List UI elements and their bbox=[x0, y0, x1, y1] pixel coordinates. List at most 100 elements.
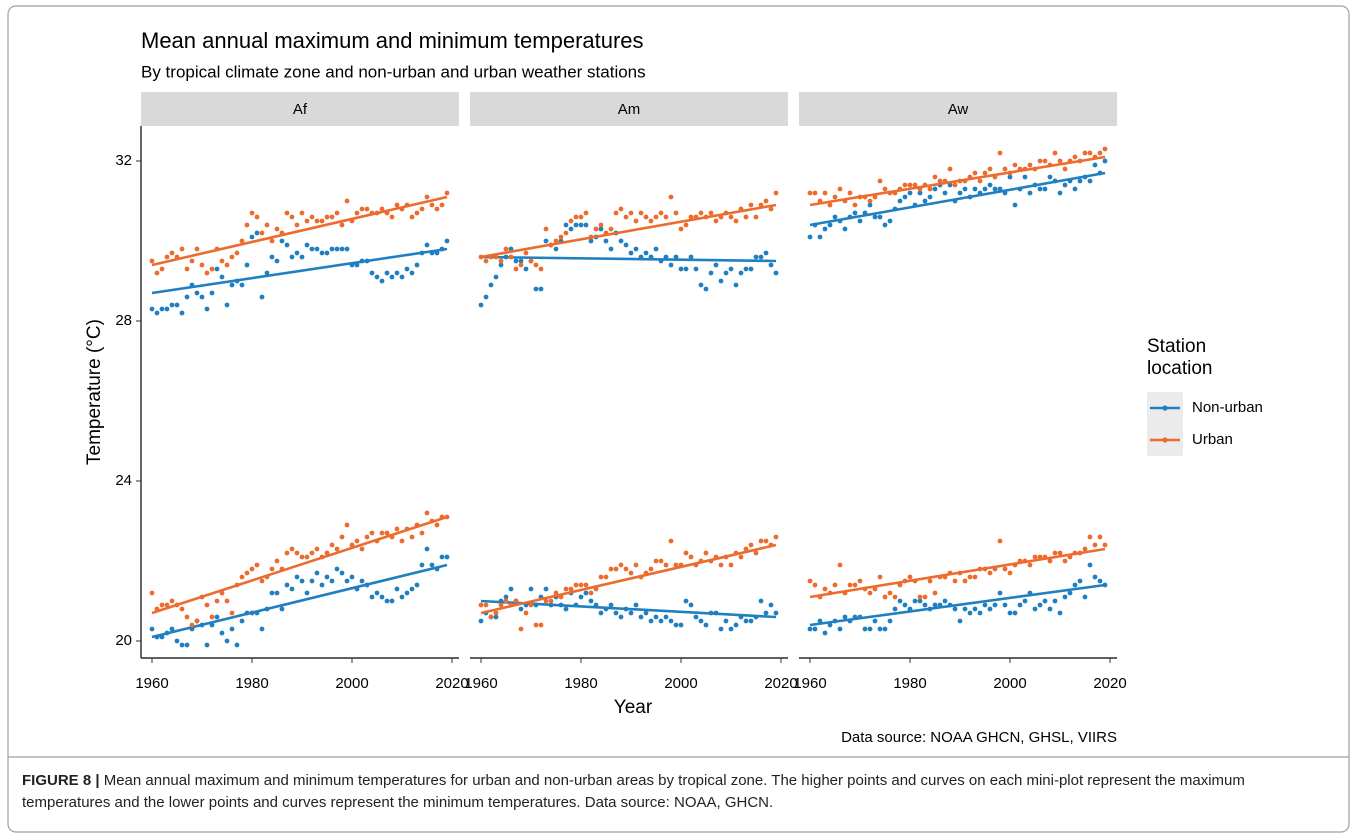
data-point bbox=[309, 578, 315, 584]
data-point bbox=[149, 590, 155, 596]
data-point bbox=[1057, 610, 1063, 616]
data-point bbox=[877, 214, 883, 220]
data-point bbox=[239, 282, 245, 288]
data-point bbox=[399, 594, 405, 600]
data-point bbox=[773, 270, 779, 276]
data-point bbox=[753, 254, 759, 260]
data-point bbox=[1092, 162, 1098, 168]
data-point bbox=[244, 262, 250, 268]
data-point bbox=[379, 278, 385, 284]
data-point bbox=[289, 254, 295, 260]
data-point bbox=[533, 286, 539, 292]
data-point bbox=[214, 266, 220, 272]
data-point bbox=[344, 198, 350, 204]
data-point bbox=[538, 266, 544, 272]
data-point bbox=[658, 618, 664, 624]
data-point bbox=[224, 302, 230, 308]
data-point bbox=[902, 602, 908, 608]
data-point bbox=[219, 274, 225, 280]
data-point bbox=[209, 614, 215, 620]
data-point bbox=[548, 598, 554, 604]
data-point bbox=[887, 590, 893, 596]
data-point bbox=[857, 578, 863, 584]
data-point bbox=[842, 226, 848, 232]
data-point bbox=[987, 606, 993, 612]
data-point bbox=[1087, 178, 1093, 184]
data-point bbox=[394, 270, 400, 276]
data-point bbox=[379, 206, 385, 212]
data-point bbox=[887, 618, 893, 624]
data-point bbox=[882, 186, 888, 192]
data-point bbox=[832, 582, 838, 588]
data-point bbox=[698, 282, 704, 288]
data-point bbox=[279, 606, 285, 612]
data-point bbox=[1072, 154, 1078, 160]
data-point bbox=[917, 190, 923, 196]
data-point bbox=[598, 222, 604, 228]
data-point bbox=[483, 294, 489, 300]
data-point bbox=[628, 570, 634, 576]
data-point bbox=[922, 198, 928, 204]
data-point bbox=[1077, 578, 1083, 584]
data-point bbox=[638, 210, 644, 216]
facet-label: Af bbox=[293, 101, 308, 118]
data-point bbox=[877, 574, 883, 580]
data-point bbox=[304, 590, 310, 596]
data-point bbox=[299, 578, 305, 584]
data-point bbox=[573, 214, 579, 220]
data-point bbox=[987, 570, 993, 576]
data-point bbox=[902, 194, 908, 200]
data-point bbox=[488, 282, 494, 288]
data-point bbox=[199, 262, 205, 268]
data-point bbox=[389, 274, 395, 280]
data-point bbox=[623, 242, 629, 248]
legend-title: Station location bbox=[1147, 336, 1213, 379]
data-point bbox=[668, 618, 674, 624]
data-point bbox=[294, 574, 300, 580]
x-tick-label: 2020 bbox=[764, 675, 797, 692]
data-point bbox=[179, 606, 185, 612]
data-point bbox=[1037, 186, 1043, 192]
data-point bbox=[199, 294, 205, 300]
data-point bbox=[319, 582, 325, 588]
data-point bbox=[1102, 146, 1108, 152]
data-point bbox=[683, 222, 689, 228]
data-point bbox=[748, 202, 754, 208]
data-point bbox=[982, 602, 988, 608]
data-point bbox=[429, 202, 435, 208]
data-point bbox=[234, 642, 240, 648]
data-point bbox=[753, 214, 759, 220]
data-point bbox=[329, 578, 335, 584]
data-point bbox=[763, 538, 769, 544]
data-point bbox=[543, 598, 549, 604]
data-point bbox=[922, 602, 928, 608]
data-point bbox=[518, 626, 524, 632]
data-point bbox=[608, 566, 614, 572]
data-point bbox=[274, 258, 280, 264]
x-tick-label: 2020 bbox=[1093, 675, 1126, 692]
data-point bbox=[952, 606, 958, 612]
data-point bbox=[493, 614, 499, 620]
data-point bbox=[289, 546, 295, 552]
data-point bbox=[982, 170, 988, 176]
data-point bbox=[503, 246, 509, 252]
data-point bbox=[912, 182, 918, 188]
data-point bbox=[832, 214, 838, 220]
data-point bbox=[812, 626, 818, 632]
data-point bbox=[583, 222, 589, 228]
x-tick-label: 2000 bbox=[664, 675, 697, 692]
caption: FIGURE 8 | Mean annual maximum and minim… bbox=[22, 770, 1337, 814]
data-point bbox=[987, 182, 993, 188]
data-point bbox=[927, 578, 933, 584]
trend-line bbox=[809, 155, 1106, 207]
data-point bbox=[658, 558, 664, 564]
data-point bbox=[867, 202, 873, 208]
data-point bbox=[748, 542, 754, 548]
data-point bbox=[394, 526, 400, 532]
data-point bbox=[952, 578, 958, 584]
data-point bbox=[1007, 174, 1013, 180]
data-point bbox=[439, 202, 445, 208]
data-point bbox=[698, 618, 704, 624]
data-point bbox=[718, 562, 724, 568]
